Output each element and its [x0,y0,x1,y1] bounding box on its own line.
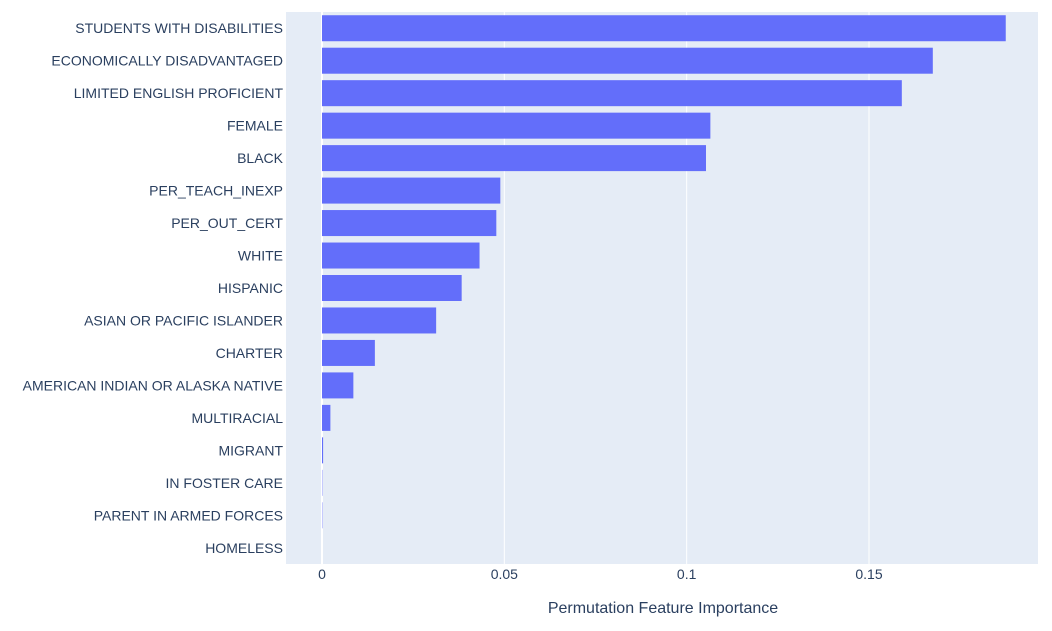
y-category-label: CHARTER [216,345,283,361]
bar[interactable] [322,307,437,334]
y-category-label: WHITE [238,248,283,264]
x-tick-label: 0.1 [677,566,697,582]
bar[interactable] [322,437,324,464]
bar[interactable] [322,372,354,399]
x-axis-title: Permutation Feature Importance [548,600,778,617]
bar[interactable] [322,15,1006,42]
y-category-label: PER_OUT_CERT [171,215,283,231]
y-category-label: ASIAN OR PACIFIC ISLANDER [84,312,283,328]
bar[interactable] [322,145,706,172]
y-category-label: LIMITED ENGLISH PROFICIENT [74,85,284,101]
y-category-label: IN FOSTER CARE [166,475,283,491]
x-axis-ticks: 0 0.05 0.1 0.15 [318,566,883,582]
bar[interactable] [322,177,501,204]
bars [322,15,1006,529]
bar[interactable] [322,339,375,366]
bar[interactable] [322,47,933,74]
y-category-label: ECONOMICALLY DISADVANTAGED [51,53,283,69]
y-category-label: MIGRANT [218,442,283,458]
x-tick-label: 0 [318,566,326,582]
x-tick-label: 0.05 [491,566,518,582]
x-tick-label: 0.15 [855,566,882,582]
bar[interactable] [322,80,902,107]
y-category-label: PARENT IN ARMED FORCES [94,507,283,523]
y-axis-labels: STUDENTS WITH DISABILITIES ECONOMICALLY D… [23,20,284,556]
y-category-label: HOMELESS [205,540,283,556]
y-category-label: HISPANIC [218,280,283,296]
y-category-label: FEMALE [227,118,283,134]
y-category-label: MULTIRACIAL [191,410,283,426]
y-category-label: STUDENTS WITH DISABILITIES [75,20,283,36]
y-category-label: AMERICAN INDIAN OR ALASKA NATIVE [23,377,283,393]
bar[interactable] [322,404,331,431]
bar[interactable] [322,210,497,237]
y-category-label: BLACK [237,150,284,166]
bar[interactable] [322,112,711,139]
bar[interactable] [322,242,480,269]
y-category-label: PER_TEACH_INEXP [149,183,283,199]
bar[interactable] [322,275,462,301]
